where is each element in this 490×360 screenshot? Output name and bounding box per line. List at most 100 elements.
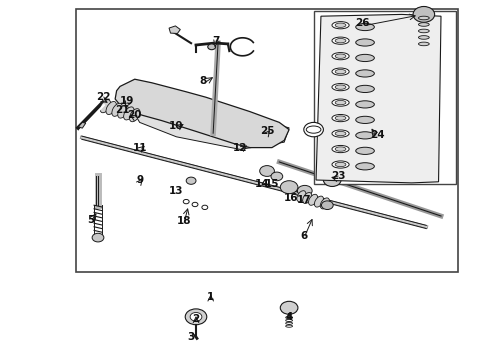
Ellipse shape [356,23,374,31]
Text: 5: 5 [87,215,94,225]
Polygon shape [78,122,86,128]
Ellipse shape [332,22,349,29]
Ellipse shape [332,53,349,60]
Text: 14: 14 [255,179,270,189]
Text: 2: 2 [193,314,199,324]
Ellipse shape [129,109,140,122]
Ellipse shape [335,147,346,151]
Text: 12: 12 [233,143,247,153]
Circle shape [271,172,283,181]
Ellipse shape [332,68,349,75]
Text: 19: 19 [120,96,135,106]
Ellipse shape [335,54,346,58]
Circle shape [185,309,207,325]
Text: 10: 10 [169,121,184,131]
Text: 15: 15 [265,179,279,189]
Ellipse shape [286,316,293,319]
Polygon shape [115,79,289,148]
Ellipse shape [335,116,346,120]
Ellipse shape [418,29,429,33]
Ellipse shape [118,105,128,118]
Ellipse shape [309,194,318,205]
Bar [76,9,458,272]
Ellipse shape [335,162,346,167]
Ellipse shape [335,100,346,105]
Ellipse shape [356,85,374,93]
Text: 17: 17 [296,195,311,205]
Text: 4: 4 [285,312,293,322]
Ellipse shape [332,114,349,122]
Ellipse shape [183,199,189,204]
Ellipse shape [106,102,117,114]
Ellipse shape [418,42,429,46]
Ellipse shape [418,16,429,20]
Circle shape [260,166,274,176]
Text: 7: 7 [212,36,220,46]
Circle shape [323,174,341,186]
Text: 9: 9 [136,175,143,185]
Ellipse shape [356,101,374,108]
Ellipse shape [356,54,374,62]
Ellipse shape [123,107,134,120]
Ellipse shape [332,145,349,153]
Ellipse shape [356,116,374,123]
Text: 18: 18 [176,216,191,226]
Circle shape [297,185,312,196]
Circle shape [208,44,216,50]
Ellipse shape [356,132,374,139]
Ellipse shape [192,202,198,207]
Ellipse shape [112,103,122,116]
Ellipse shape [315,196,323,207]
Text: 11: 11 [132,143,147,153]
Text: 21: 21 [115,105,130,115]
Ellipse shape [297,191,306,202]
Circle shape [280,301,298,314]
Ellipse shape [320,198,329,209]
Ellipse shape [356,147,374,154]
Text: 13: 13 [169,186,184,196]
Ellipse shape [332,161,349,168]
Ellipse shape [335,39,346,43]
Polygon shape [316,14,441,183]
Text: 25: 25 [260,126,274,136]
Polygon shape [169,26,180,33]
Circle shape [304,122,323,137]
Ellipse shape [332,84,349,91]
Circle shape [413,6,435,22]
Text: 16: 16 [284,193,299,203]
Circle shape [280,181,298,194]
Ellipse shape [332,130,349,137]
Circle shape [92,233,104,242]
Ellipse shape [306,126,321,133]
Ellipse shape [335,23,346,27]
Ellipse shape [332,99,349,106]
Bar [314,11,456,184]
Ellipse shape [335,69,346,74]
Text: 6: 6 [300,231,307,241]
Ellipse shape [418,36,429,39]
Text: 22: 22 [96,92,110,102]
Ellipse shape [286,325,293,327]
Text: 8: 8 [200,76,207,86]
Text: 24: 24 [370,130,385,140]
Circle shape [186,177,196,184]
Circle shape [190,312,202,321]
Ellipse shape [303,193,312,203]
Ellipse shape [356,163,374,170]
Ellipse shape [100,100,111,113]
Ellipse shape [202,205,208,210]
Text: 20: 20 [127,110,142,120]
Text: 26: 26 [355,18,370,28]
Polygon shape [132,88,289,149]
Ellipse shape [286,319,293,321]
Ellipse shape [286,322,293,324]
Text: 23: 23 [331,171,345,181]
Circle shape [321,201,333,210]
Text: 3: 3 [188,332,195,342]
Ellipse shape [418,23,429,26]
Ellipse shape [356,70,374,77]
Ellipse shape [356,39,374,46]
Ellipse shape [335,85,346,89]
Text: 1: 1 [207,292,214,302]
Ellipse shape [335,131,346,136]
